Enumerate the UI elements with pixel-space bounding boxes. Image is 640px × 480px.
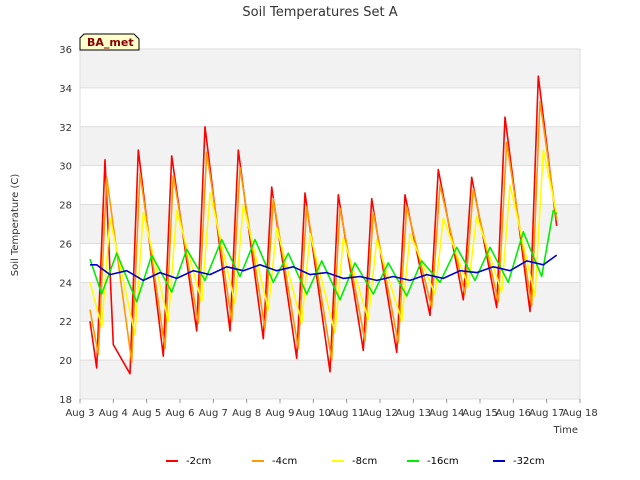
legend-label: -4cm (272, 456, 297, 467)
y-tick-label: 24 (59, 278, 72, 289)
grid-bands (80, 49, 580, 399)
x-tick-label: Aug 5 (132, 408, 161, 419)
legend-label: -16cm (427, 456, 459, 467)
x-tick-label: Aug 14 (429, 408, 464, 419)
x-axis: Aug 3 Aug 4 Aug 5 Aug 6 Aug 7 Aug 8 Aug 9 Aug 1… (65, 399, 598, 419)
legend-item: -16cm (407, 456, 459, 467)
x-tick-label: Aug 4 (99, 408, 128, 419)
y-tick-label: 18 (59, 395, 72, 406)
plot-area (79, 48, 581, 400)
grid-band (80, 204, 580, 244)
y-axis: 18 20 22 24 26 28 30 32 34 36 (59, 45, 72, 406)
series-layer (89, 75, 558, 375)
y-tick-label: 20 (59, 356, 72, 367)
y-tick-label: 28 (59, 201, 72, 212)
x-tick-label: Aug 11 (329, 408, 364, 419)
legend-label: -32cm (513, 456, 545, 467)
plot-frame (79, 48, 581, 400)
x-tick-label: Aug 15 (462, 408, 497, 419)
series-line-minus-32cm (90, 254, 558, 282)
legend-item: -32cm (493, 456, 545, 467)
y-tick-label: 26 (59, 239, 72, 250)
x-tick-label: Aug 7 (199, 408, 228, 419)
y-tick-label: 30 (59, 162, 72, 173)
x-tick-label: Aug 18 (562, 408, 597, 419)
y-tick-label: 36 (59, 45, 72, 56)
legend-label: -8cm (352, 456, 377, 467)
series-line-minus-8cm (89, 149, 558, 336)
legend-label: -2cm (186, 456, 211, 467)
y-tick-label: 34 (59, 84, 72, 95)
x-tick-label: Aug 10 (296, 408, 331, 419)
legend-item: -4cm (252, 456, 297, 467)
badge-background (79, 33, 140, 51)
x-tick-label: Aug 9 (265, 408, 294, 419)
x-tick-label: Aug 6 (165, 408, 194, 419)
legend-item: -2cm (166, 456, 211, 467)
legend-item: -8cm (332, 456, 377, 467)
x-tick-label: Aug 13 (396, 408, 431, 419)
station-badge: BA_met (79, 33, 140, 51)
x-tick-label: Aug 12 (362, 408, 397, 419)
series-line-minus-4cm (89, 100, 558, 363)
legend: -2cm -4cm -8cm -16cm -32cm (166, 456, 545, 467)
y-axis-title: Soil Temperature (C) (10, 174, 21, 277)
y-tick-label: 32 (59, 123, 72, 134)
series-line-minus-16cm (89, 209, 558, 303)
grid-band (80, 126, 580, 166)
grid-band (80, 49, 580, 88)
badge-label: BA_met (87, 36, 134, 49)
x-tick-label: Aug 16 (496, 408, 531, 419)
x-tick-label: Aug 8 (232, 408, 261, 419)
series-line-minus-2cm (89, 75, 558, 375)
x-axis-title: Time (553, 425, 578, 436)
x-tick-label: Aug 17 (529, 408, 564, 419)
x-tick-label: Aug 3 (65, 408, 94, 419)
chart-title: Soil Temperatures Set A (242, 5, 397, 20)
y-tick-label: 22 (59, 317, 72, 328)
